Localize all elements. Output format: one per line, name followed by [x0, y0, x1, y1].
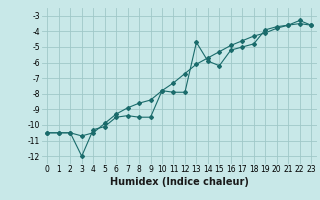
X-axis label: Humidex (Indice chaleur): Humidex (Indice chaleur)	[110, 177, 249, 187]
